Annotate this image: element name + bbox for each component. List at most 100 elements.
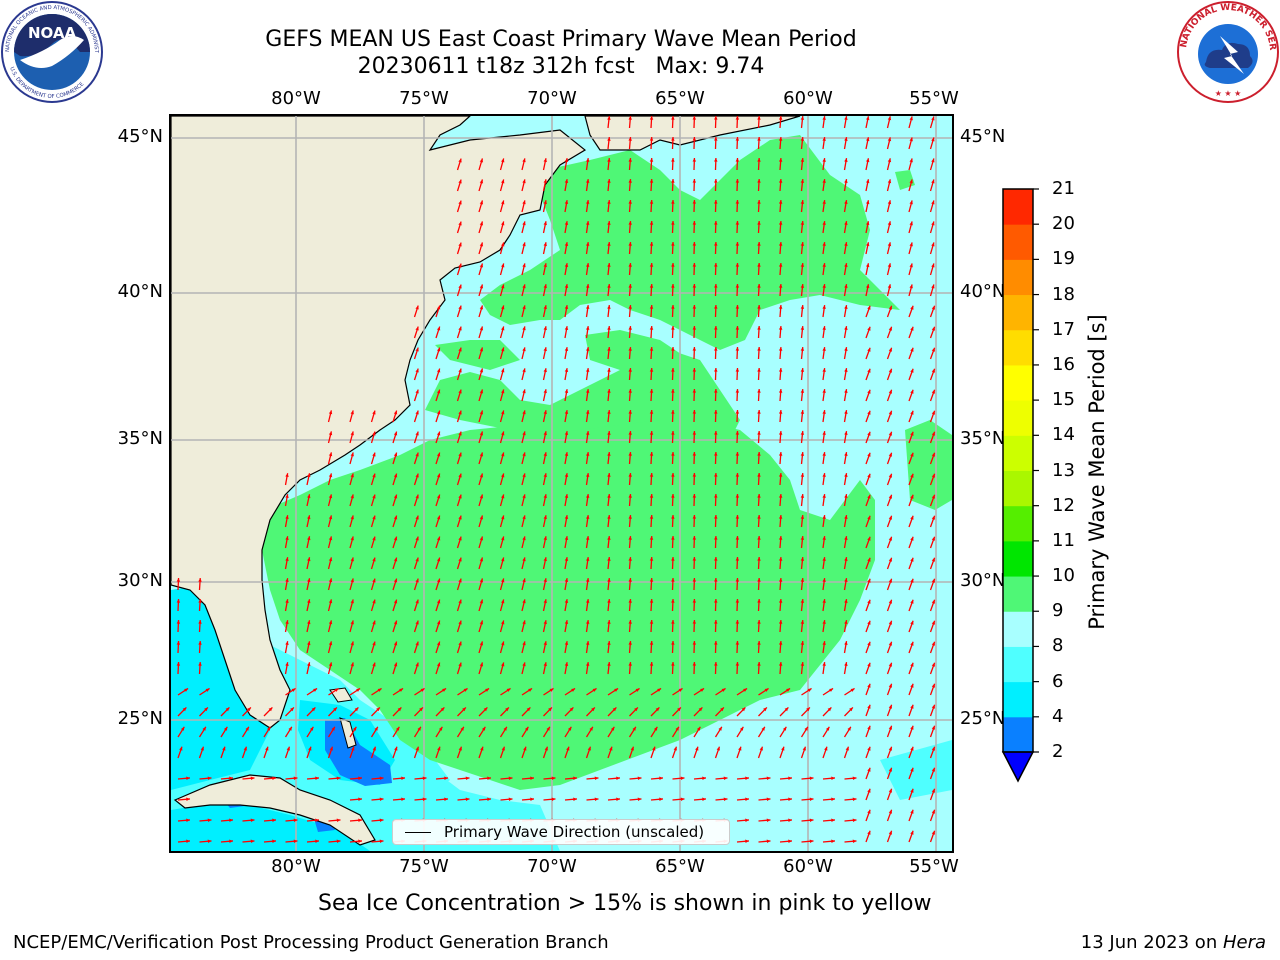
wave-arrow-head [692, 305, 697, 309]
wave-arrow-head [822, 662, 826, 666]
colorbar-tick-label: 21 [1052, 178, 1075, 199]
wave-arrow-head [543, 599, 547, 604]
wave-arrow-head [207, 839, 212, 844]
wave-arrow-head [522, 158, 526, 163]
wave-arrow-head [800, 641, 805, 645]
wave-arrow-head [888, 326, 893, 331]
wave-arrow-head [714, 347, 718, 351]
wave-arrow-head [522, 347, 526, 352]
wave-arrow-head [522, 284, 526, 289]
wave-arrow-head [176, 662, 181, 666]
wave-arrow-head [179, 746, 183, 751]
wave-arrow-head [809, 776, 814, 781]
wave-arrow-head [293, 776, 298, 781]
wave-arrow-head [778, 389, 783, 393]
wave-arrow-head [888, 515, 893, 520]
wave-arrow-head [307, 641, 311, 646]
wave-arrow-head [735, 662, 740, 666]
wave-arrow-head [543, 200, 547, 205]
wave-arrow-head [436, 599, 441, 604]
wave-arrow-head [585, 599, 590, 603]
wave-arrow-head [759, 746, 763, 751]
wave-arrow-head [781, 746, 785, 751]
wave-arrow-head [268, 707, 273, 712]
wave-arrow-head [585, 578, 590, 582]
wave-arrow-head [634, 707, 638, 712]
wave-arrow-head [379, 797, 384, 802]
wave-arrow-head [564, 578, 569, 583]
wave-arrow-head [564, 326, 569, 331]
wave-arrow-head [757, 515, 761, 519]
wave-arrow-head [458, 662, 462, 667]
wave-arrow-head [328, 410, 333, 415]
wave-arrow-head [285, 662, 289, 667]
wave-arrow-head [931, 284, 935, 289]
wave-arrow-head [522, 557, 526, 562]
wave-arrow-head [628, 641, 632, 645]
wave-arrow-head [800, 347, 805, 351]
wave-arrow-head [564, 179, 569, 184]
wave-arrow-head [307, 515, 311, 520]
wave-arrow-head [649, 221, 654, 225]
wave-arrow-head [393, 452, 398, 457]
wave-arrow-head [285, 599, 289, 604]
wave-arrow-head [714, 599, 718, 603]
wave-arrow-head [328, 620, 333, 625]
wave-arrow-head [564, 284, 569, 289]
wave-arrow-head [585, 431, 590, 435]
lon-label-bottom: 80°W [271, 856, 321, 877]
wave-arrow-head [800, 221, 805, 225]
wave-arrow-head [329, 746, 333, 751]
wave-arrow-head [436, 473, 441, 478]
wave-arrow-head [800, 179, 805, 183]
wave-arrow-head [649, 515, 654, 519]
wave-arrow-head [415, 326, 419, 331]
wave-arrow-head [543, 284, 547, 289]
wave-arrow-head [458, 200, 462, 205]
wave-arrow-head [757, 452, 761, 456]
wave-arrow-head [198, 662, 202, 666]
lat-label-right: 45°N [960, 126, 1006, 147]
wave-arrow-head [702, 776, 706, 781]
wave-arrow-head [745, 776, 749, 781]
wave-arrow-head [522, 536, 526, 541]
wave-arrow-head [910, 788, 914, 793]
wave-arrow-head [564, 620, 569, 625]
wave-arrow-head [207, 776, 212, 781]
wave-arrow-head [653, 726, 658, 731]
wave-arrow-head [888, 662, 893, 667]
wave-arrow-head [887, 200, 892, 205]
wave-arrow-head [501, 620, 505, 625]
wave-arrow-head [800, 200, 805, 204]
noaa-logo: NOAA NATIONAL OCEANIC AND ATMOSPHERIC AD… [0, 0, 103, 103]
wave-arrow-head [315, 818, 319, 823]
wave-arrow-head [867, 326, 871, 331]
wave-arrow-head [543, 263, 547, 268]
wave-arrow-head [735, 158, 740, 162]
wave-arrow-head [910, 494, 914, 499]
wave-arrow-head [331, 726, 335, 731]
wave-arrow-head [659, 797, 663, 802]
wave-arrow-head [844, 137, 848, 142]
wave-arrow-head [628, 263, 632, 267]
wave-arrow-head [479, 368, 484, 373]
wave-arrow-head [458, 431, 462, 436]
wave-arrow-head [822, 452, 826, 456]
wave-arrow-head [479, 641, 484, 646]
wave-arrow-head [649, 263, 654, 267]
wave-arrow-head [671, 452, 675, 456]
wave-arrow-head [393, 494, 398, 499]
wave-arrow-head [778, 158, 783, 162]
wave-arrow-head [867, 389, 871, 394]
wave-arrow-head [379, 818, 384, 823]
wave-arrow-head [374, 726, 378, 731]
wave-arrow-head [788, 818, 792, 823]
land-cuba [173, 774, 376, 846]
lon-label-bottom: 65°W [655, 856, 705, 877]
wave-arrow-head [328, 536, 333, 541]
wave-arrow-head [910, 830, 914, 835]
wave-arrow-head [745, 818, 749, 823]
wave-arrow-head [479, 473, 484, 478]
wave-arrow-head [867, 557, 871, 562]
wave-arrow-head [788, 839, 792, 844]
